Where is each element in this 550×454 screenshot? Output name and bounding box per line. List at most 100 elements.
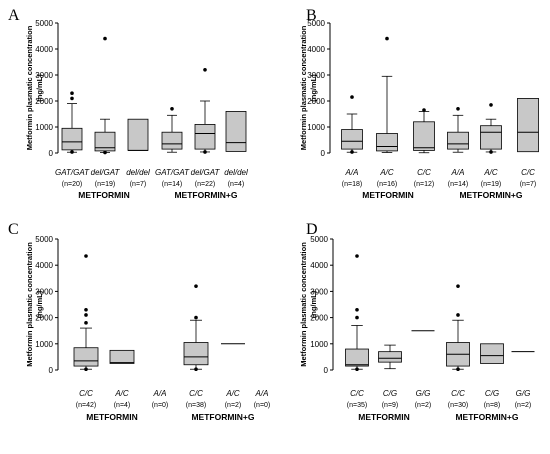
category-label: G/G <box>416 389 431 398</box>
outlier-point <box>194 284 198 288</box>
category-n-label: (n=9) <box>382 402 399 409</box>
y-tick-label: 2000 <box>310 314 328 323</box>
panel-label: A <box>8 7 20 24</box>
category-0: C/C (n=42) <box>73 254 99 409</box>
outlier-point <box>355 254 359 258</box>
category-0: C/C (n=35) <box>345 254 369 409</box>
box <box>341 129 363 150</box>
box <box>413 121 435 151</box>
outlier-point <box>456 284 460 288</box>
y-axis-label: Metformin plasmatic concentration(ng/mL) <box>25 242 44 367</box>
category-n-label: (n=14) <box>162 181 182 188</box>
category-1: del/GAT (n=19) <box>91 36 120 188</box>
category-0: GAT/GAT (n=20) <box>55 91 90 188</box>
category-label: A/A <box>153 389 167 398</box>
category-5: G/G (n=2) <box>511 351 535 409</box>
outlier-point <box>350 95 354 99</box>
outlier-point <box>385 36 389 41</box>
category-label: del/GAT <box>191 168 221 177</box>
y-tick-label: 0 <box>49 366 54 375</box>
outlier-point <box>355 307 359 312</box>
y-tick-label: 1000 <box>307 123 325 132</box>
box <box>345 348 369 367</box>
outlier-point <box>489 103 493 107</box>
y-tick-label: 2000 <box>35 97 53 106</box>
y-tick-label: 2000 <box>307 97 325 106</box>
category-n-label: (n=30) <box>448 402 468 409</box>
y-axis-label: Metformin plasmatic concentration(ng/mL) <box>25 25 44 150</box>
category-label: C/C <box>451 389 465 398</box>
category-n-label: (n=0) <box>152 402 169 409</box>
outlier-point <box>355 315 359 320</box>
category-n-label: (n=35) <box>347 402 367 409</box>
category-5: del/del (n=4) <box>224 111 248 188</box>
category-label: C/C <box>189 389 203 398</box>
category-n-label: (n=4) <box>114 402 131 409</box>
category-label: A/C <box>483 168 498 177</box>
box <box>183 342 209 366</box>
category-3: A/A (n=14) <box>447 107 469 188</box>
y-axis-label-line: (ng/mL) <box>309 74 318 102</box>
category-label: A/A <box>345 168 359 177</box>
group-label: METFORMIN+G <box>455 412 518 422</box>
outlier-point <box>350 150 354 154</box>
y-tick-label: 0 <box>324 366 329 375</box>
group-label: METFORMIN <box>86 412 137 422</box>
category-4: A/C (n=2) <box>221 343 245 409</box>
box <box>61 127 83 151</box>
y-axis-label-line: (ng/mL) <box>309 290 318 318</box>
category-1: A/C (n=16) <box>376 36 398 188</box>
y-tick-label: 5000 <box>310 235 328 244</box>
panel-label: B <box>306 7 317 24</box>
y-tick-label: 0 <box>49 149 54 158</box>
outlier-point <box>84 313 88 317</box>
outlier-point <box>103 150 107 155</box>
y-tick-label: 4000 <box>307 45 325 54</box>
outlier-point <box>170 107 174 111</box>
box <box>517 98 539 153</box>
category-label: del/del <box>126 168 150 177</box>
category-label: A/A <box>451 168 465 177</box>
group-label: METFORMIN+G <box>174 190 237 200</box>
outlier-point <box>203 150 207 154</box>
category-5: A/A (n=0) <box>254 389 271 409</box>
category-2: del/del (n=7) <box>126 118 150 188</box>
box <box>225 111 247 152</box>
y-tick-label: 1000 <box>310 340 328 349</box>
y-axis-label-line: Metformin plasmatic concentration <box>25 25 34 150</box>
category-n-label: (n=42) <box>76 402 96 409</box>
category-2: A/A (n=0) <box>152 389 169 409</box>
y-tick-label: 1000 <box>35 123 53 132</box>
y-axis-label-line: Metformin plasmatic concentration <box>25 242 34 367</box>
y-tick-label: 3000 <box>35 71 53 80</box>
category-1: A/C (n=4) <box>109 349 135 409</box>
y-tick-label: 4000 <box>310 261 328 270</box>
outlier-point <box>103 36 107 41</box>
outlier-point <box>84 254 88 258</box>
y-tick-label: 3000 <box>35 287 53 296</box>
outlier-point <box>422 108 426 112</box>
category-n-label: (n=16) <box>377 181 397 188</box>
category-n-label: (n=19) <box>95 181 115 188</box>
outlier-point <box>194 367 198 372</box>
box <box>378 351 402 363</box>
outlier-point <box>194 315 198 320</box>
panel-d: D Metformin plasmatic concentration(ng/mL… <box>299 221 535 422</box>
panel-a: A Metformin plasmatic concentration(ng/mL… <box>8 7 248 200</box>
outlier-point <box>70 150 74 154</box>
category-n-label: (n=7) <box>520 181 537 188</box>
category-n-label: (n=7) <box>130 181 147 188</box>
category-label: C/G <box>383 389 397 398</box>
category-4: C/G (n=8) <box>480 343 504 409</box>
category-n-label: (n=12) <box>414 181 434 188</box>
box <box>376 133 398 152</box>
y-axis-label-line: (ng/mL) <box>35 74 44 102</box>
category-2: C/C (n=12) <box>413 108 435 188</box>
category-label: C/C <box>417 168 431 177</box>
y-tick-label: 4000 <box>35 261 53 270</box>
y-axis-label-line: (ng/mL) <box>35 290 44 318</box>
category-n-label: (n=22) <box>195 181 215 188</box>
outlier-point <box>489 150 493 154</box>
